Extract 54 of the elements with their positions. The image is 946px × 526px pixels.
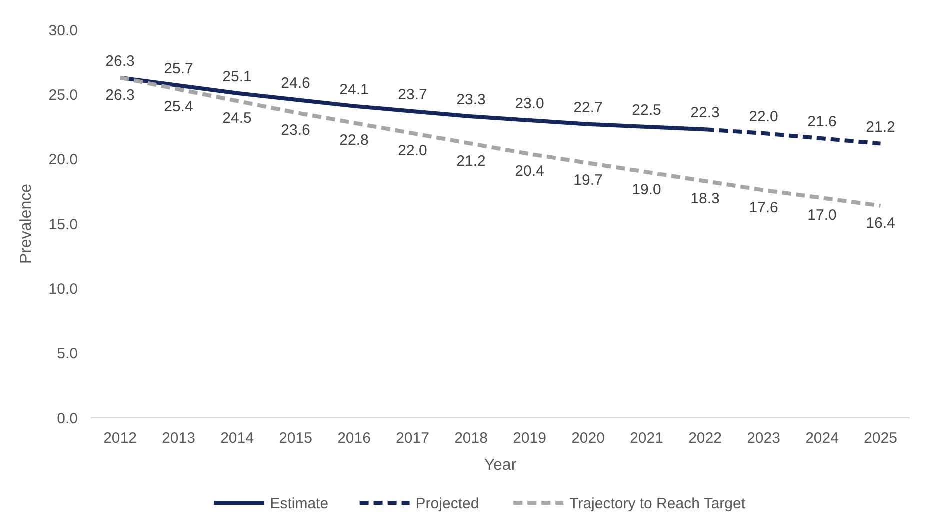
data-label: 19.0	[632, 181, 662, 198]
data-label: 22.0	[398, 142, 428, 160]
data-label: 18.3	[690, 190, 720, 208]
data-label: 23.6	[281, 122, 310, 139]
y-axis-title: Prevalence	[18, 184, 35, 264]
y-tick-label: 5.0	[57, 346, 78, 363]
data-label: 21.6	[808, 114, 837, 131]
data-label: 22.0	[749, 108, 778, 126]
legend-label: Estimate	[270, 495, 329, 512]
x-tick-label: 2013	[162, 430, 196, 447]
data-label: 26.3	[106, 52, 135, 70]
x-tick-label: 2016	[338, 430, 371, 447]
data-label: 26.3	[106, 86, 135, 104]
data-label: 20.4	[515, 163, 544, 180]
x-axis-title: Year	[484, 457, 518, 474]
x-tick-label: 2023	[747, 430, 780, 447]
y-tick-label: 25.0	[48, 86, 78, 104]
x-tick-label: 2018	[454, 430, 488, 447]
data-label: 25.1	[222, 68, 252, 86]
x-tick-label: 2020	[572, 430, 605, 447]
data-label: 21.2	[866, 118, 896, 136]
data-label: 23.0	[515, 96, 544, 113]
x-tick-label: 2021	[630, 430, 664, 447]
x-tick-label: 2022	[688, 430, 722, 447]
data-label: 21.2	[456, 152, 486, 170]
data-label: 25.4	[164, 98, 194, 116]
y-tick-label: 0.0	[57, 410, 78, 428]
x-tick-label: 2025	[864, 430, 898, 447]
x-tick-label: 2015	[279, 430, 312, 447]
y-tick-label: 20.0	[48, 152, 78, 169]
data-label: 17.6	[749, 199, 778, 216]
data-label: 24.1	[340, 81, 369, 98]
data-label: 22.3	[690, 104, 720, 122]
y-tick-label: 30.0	[48, 22, 78, 40]
legend-label: Trajectory to Reach Target	[570, 495, 746, 512]
x-tick-label: 2017	[396, 430, 430, 447]
y-tick-label: 15.0	[48, 216, 78, 234]
data-label: 16.4	[866, 214, 896, 232]
x-tick-label: 2019	[513, 430, 546, 447]
data-label: 22.8	[340, 132, 369, 150]
data-label: 23.3	[456, 92, 486, 109]
data-label: 23.7	[398, 86, 428, 104]
data-label: 19.7	[574, 172, 603, 190]
x-tick-label: 2012	[104, 430, 137, 447]
y-tick-label: 10.0	[48, 280, 78, 298]
legend-label: Projected	[416, 495, 480, 512]
data-label: 22.5	[632, 102, 662, 119]
data-label: 24.6	[281, 74, 310, 92]
x-tick-label: 2014	[220, 430, 254, 447]
data-label: 17.0	[808, 207, 837, 224]
data-label: 25.7	[164, 60, 194, 78]
data-label: 24.5	[222, 110, 252, 128]
x-tick-label: 2024	[806, 430, 839, 447]
data-label: 22.7	[574, 99, 603, 116]
